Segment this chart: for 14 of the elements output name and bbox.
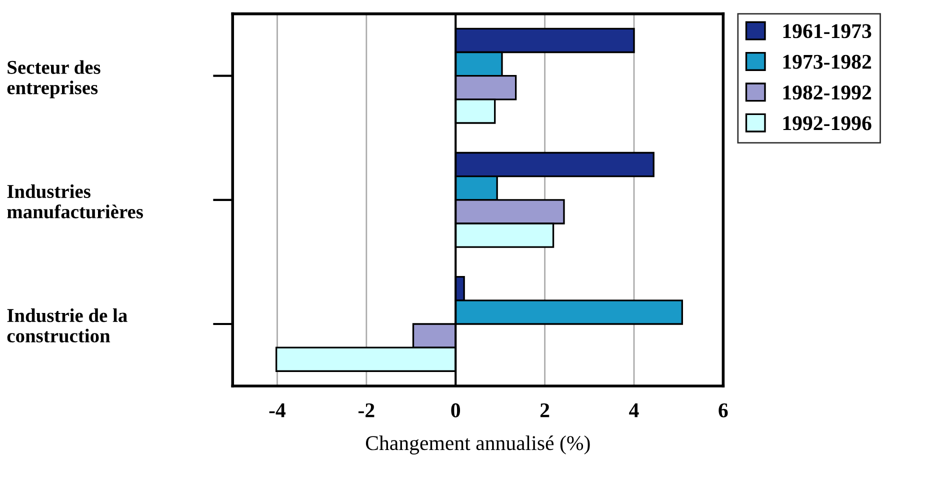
y-tick-label: Industrie de la construction — [7, 308, 128, 342]
y-tick-label: Secteur des entreprises — [7, 60, 100, 98]
x-tick-label: -2 — [358, 403, 374, 418]
legend-label: 1961-1973 — [783, 24, 872, 38]
legend-label: 1982-1992 — [783, 85, 872, 100]
x-axis-title: Changement annualisé (%) — [366, 435, 590, 454]
x-tick-label: 6 — [718, 403, 728, 418]
x-tick-label: 2 — [540, 403, 550, 418]
x-tick-label: 4 — [629, 403, 639, 418]
legend-label: 1992-1996 — [783, 116, 872, 130]
x-tick-label: -4 — [269, 403, 286, 418]
y-tick-label: Industries manufacturières — [7, 184, 143, 218]
legend-label: 1973-1982 — [783, 54, 872, 69]
x-tick-label: 0 — [451, 403, 460, 418]
